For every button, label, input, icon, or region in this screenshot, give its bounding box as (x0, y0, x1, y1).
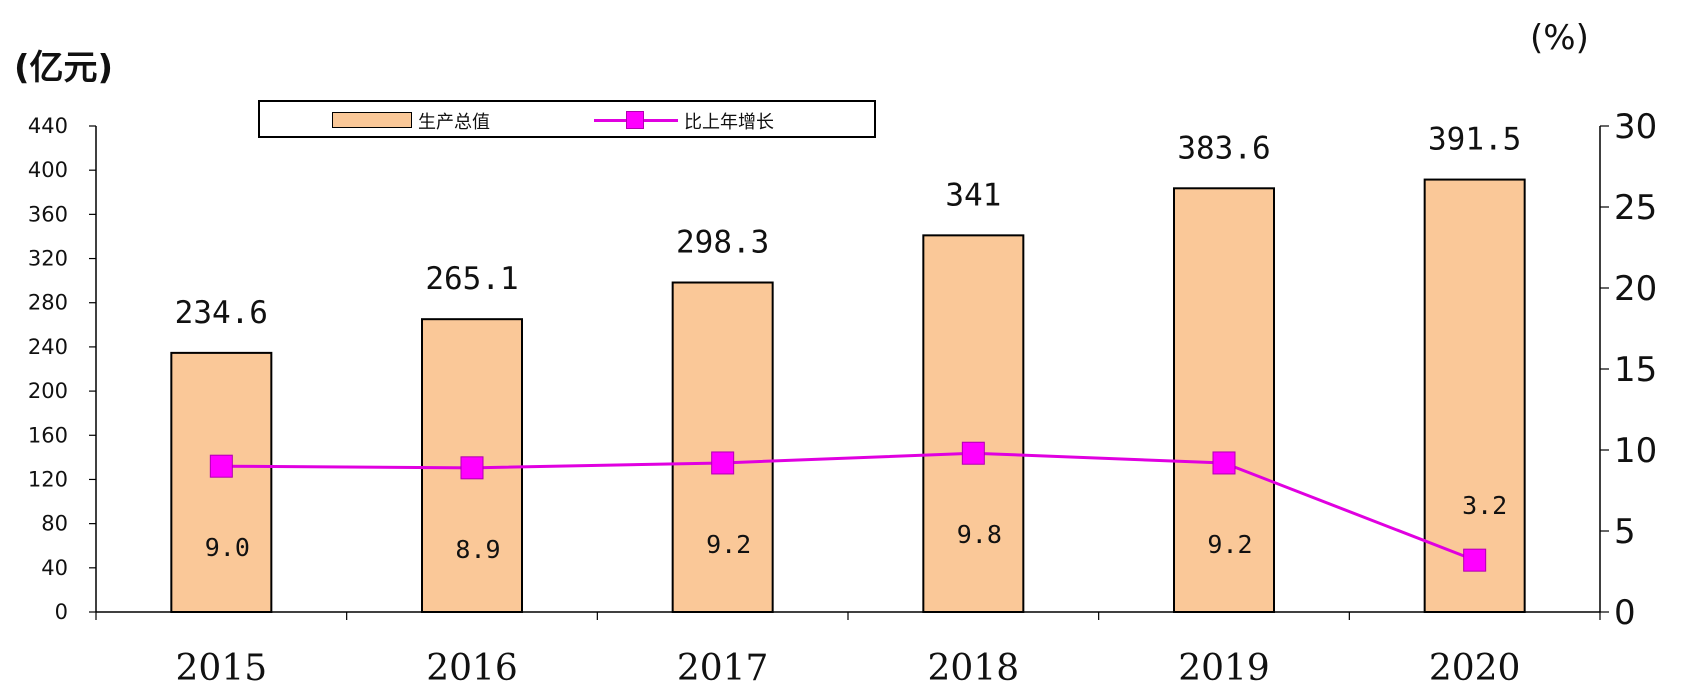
y-right-tick-label: 25 (1614, 188, 1657, 228)
y-left-tick-label: 40 (41, 556, 68, 580)
y-left-tick-label: 160 (28, 423, 68, 447)
x-tick-label: 2017 (677, 648, 769, 689)
y-left-tick-label: 120 (28, 467, 68, 491)
legend-bar-swatch (332, 112, 412, 128)
y-right-tick-label: 5 (1614, 512, 1636, 552)
left-axis-unit: (亿元) (14, 48, 114, 88)
growth-marker (1463, 548, 1487, 572)
legend-marker-swatch (626, 111, 644, 129)
x-tick-label: 2018 (928, 648, 1020, 689)
x-tick-label: 2016 (426, 648, 518, 689)
bar (170, 351, 273, 613)
growth-marker (1212, 451, 1236, 475)
bar-value-label: 298.3 (676, 225, 769, 261)
y-left-tick-label: 200 (28, 379, 68, 403)
x-tick-label: 2019 (1178, 648, 1270, 689)
bar-value-label: 391.5 (1428, 122, 1521, 158)
bar-value-label: 265.1 (425, 261, 518, 297)
growth-line (221, 451, 1476, 562)
growth-marker (961, 441, 985, 465)
y-left-tick-label: 400 (28, 158, 68, 182)
bar-value-label: 383.6 (1177, 130, 1270, 166)
chart-legend: 生产总值 比上年增长 (258, 100, 876, 138)
y-left-tick-label: 320 (28, 247, 68, 271)
growth-value-label: 9.2 (1207, 530, 1252, 559)
x-tick-label: 2015 (176, 648, 268, 689)
right-axis-unit: (%) (1530, 18, 1589, 58)
growth-value-label: 3.2 (1462, 491, 1507, 520)
legend-bar-label: 生产总值 (418, 112, 490, 133)
y-right-tick-label: 20 (1614, 269, 1657, 309)
y-left-tick-label: 80 (41, 512, 68, 536)
bar (671, 281, 774, 613)
y-left-tick-label: 0 (55, 600, 68, 624)
bar-value-label: 341 (945, 177, 1001, 213)
growth-marker (209, 454, 233, 478)
y-right-tick-label: 10 (1614, 431, 1657, 471)
growth-value-label: 9.8 (957, 520, 1002, 549)
y-left-tick-label: 360 (28, 202, 68, 226)
bar (1173, 187, 1275, 613)
bar (1423, 178, 1526, 613)
growth-value-label: 8.9 (455, 535, 500, 564)
x-tick-label: 2020 (1429, 648, 1521, 689)
bar (922, 234, 1025, 613)
bar-value-label: 234.6 (175, 295, 268, 331)
growth-value-label: 9.0 (205, 533, 250, 562)
growth-value-label: 9.2 (706, 530, 751, 559)
growth-marker (711, 451, 735, 475)
growth-marker (460, 456, 484, 480)
y-right-tick-label: 30 (1614, 107, 1657, 147)
y-right-tick-label: 0 (1614, 593, 1636, 633)
y-left-tick-label: 440 (28, 114, 68, 138)
y-right-tick-label: 15 (1614, 350, 1657, 390)
y-left-tick-label: 280 (28, 291, 68, 315)
y-left-tick-label: 240 (28, 335, 68, 359)
legend-line-label: 比上年增长 (684, 112, 774, 133)
